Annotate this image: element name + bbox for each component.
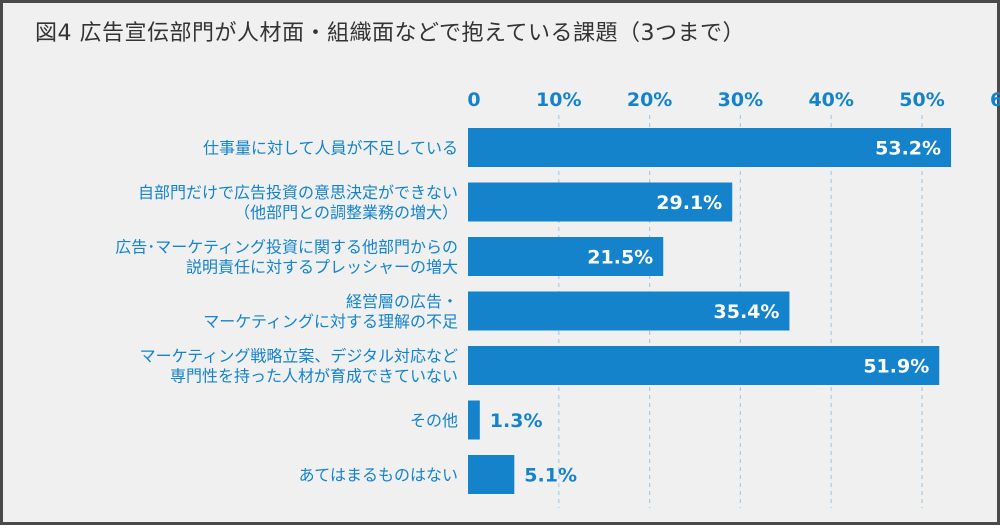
category-label: 経営層の広告・	[346, 292, 458, 311]
x-tick-label: 60%	[990, 89, 1000, 111]
category-label: （他部門との調整業務の増大）	[234, 203, 458, 222]
x-tick-label: 50%	[899, 89, 944, 111]
bar	[468, 182, 733, 222]
bar-chart: 0 10% 20% 30% 40% 50% 60% 仕事量に対して人員が不足している自部門だ…	[115, 89, 1000, 508]
bar	[468, 346, 940, 385]
x-axis-ticks: 0 10% 20% 30% 40% 50% 60%	[467, 89, 1000, 111]
bar	[468, 291, 790, 331]
value-label: 1.3%	[490, 410, 543, 432]
value-label: 5.1%	[524, 465, 577, 487]
chart-title: 図4 広告宣伝部門が人材面・組織面などで抱えている課題（3つまで）	[35, 21, 745, 46]
bars	[468, 128, 952, 494]
category-labels: 仕事量に対して人員が不足している自部門だけで広告投資の意思決定ができない（他部門…	[115, 139, 458, 485]
bar	[468, 455, 515, 494]
x-tick-label: 40%	[808, 89, 853, 111]
category-label: 説明責任に対するプレッシャーの増大	[186, 258, 458, 277]
x-tick-label: 0	[467, 89, 480, 111]
category-label: マーケティングに対する理解の不足	[203, 312, 458, 331]
value-label: 51.9%	[863, 356, 929, 378]
value-label: 21.5%	[587, 247, 653, 269]
bar	[468, 128, 952, 167]
value-label: 29.1%	[656, 192, 722, 214]
category-label: その他	[410, 411, 458, 430]
value-labels: 53.2% 29.1% 21.5% 35.4% 51.9% 1.3% 5.1%	[490, 138, 941, 487]
category-label: 広告･マーケティング投資に関する他部門からの	[115, 238, 458, 257]
x-tick-label: 30%	[718, 89, 763, 111]
bar	[468, 237, 664, 276]
gridlines	[558, 115, 923, 508]
category-label: あてはまるものはない	[299, 466, 458, 485]
bar	[468, 400, 480, 440]
category-label: 専門性を持った人材が育成できていない	[170, 367, 458, 386]
category-label: マーケティング戦略立案、デジタル対応など	[140, 347, 458, 366]
x-tick-label: 10%	[536, 89, 581, 111]
x-tick-label: 20%	[627, 89, 672, 111]
value-label: 53.2%	[875, 138, 941, 160]
category-label: 仕事量に対して人員が不足している	[203, 139, 458, 158]
category-label: 自部門だけで広告投資の意思決定ができない	[138, 183, 458, 202]
value-label: 35.4%	[714, 301, 780, 323]
